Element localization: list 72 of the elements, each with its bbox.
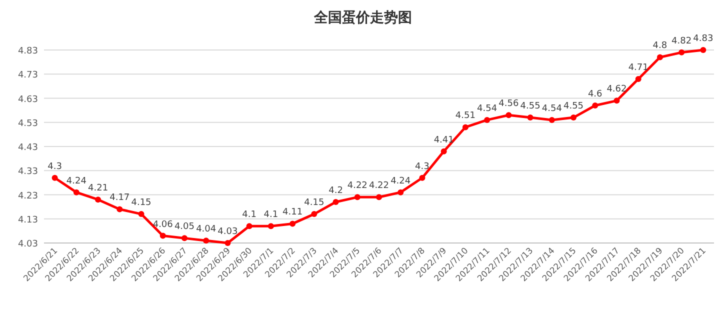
point	[268, 223, 274, 230]
point	[311, 211, 318, 218]
point	[398, 189, 404, 196]
data-label: 4.11	[282, 208, 303, 218]
point	[548, 116, 555, 123]
point	[73, 189, 80, 196]
data-label: 4.1	[242, 210, 256, 220]
point	[332, 198, 339, 205]
point	[592, 102, 598, 108]
data-label: 4.04	[196, 224, 216, 235]
point	[290, 220, 296, 227]
data-label: 4.3	[48, 162, 62, 172]
data-label: 4.15	[304, 198, 324, 208]
point	[700, 47, 706, 53]
data-label: 4.71	[628, 62, 648, 73]
y-tick-label: 4.33	[18, 167, 38, 178]
data-label: 4.24	[390, 176, 411, 186]
data-label: 4.05	[174, 222, 195, 232]
data-label: 4.21	[88, 184, 108, 194]
data-label: 4.55	[563, 102, 584, 112]
point	[224, 240, 231, 246]
y-tick-label: 4.83	[18, 46, 38, 56]
data-label: 4.55	[520, 102, 540, 112]
data-label: 4.24	[66, 176, 87, 186]
data-label: 4.51	[455, 111, 476, 122]
point	[419, 174, 426, 181]
point	[181, 235, 188, 242]
point	[203, 238, 210, 244]
data-label: 4.54	[542, 104, 562, 114]
data-label: 4.3	[415, 162, 430, 172]
point	[635, 76, 642, 82]
point	[95, 196, 102, 203]
point	[354, 194, 360, 200]
y-tick-label: 4.43	[18, 143, 38, 153]
data-label: 4.22	[368, 181, 390, 192]
point	[462, 124, 468, 130]
data-label: 4.8	[652, 41, 668, 52]
data-label: 4.62	[606, 84, 627, 95]
point	[160, 232, 166, 239]
data-label: 4.22	[347, 181, 368, 192]
point	[527, 114, 534, 121]
data-label: 4.82	[672, 36, 692, 46]
point	[614, 98, 620, 104]
point	[506, 112, 512, 118]
data-label: 4.56	[498, 99, 519, 110]
point	[570, 114, 577, 121]
point	[376, 194, 382, 200]
y-tick-label: 4.23	[18, 191, 38, 202]
y-tick-label: 4.63	[18, 94, 38, 105]
data-label: 4.41	[434, 135, 454, 146]
data-label: 4.1	[264, 210, 278, 220]
point	[116, 206, 123, 212]
point	[138, 211, 144, 218]
data-label: 4.83	[693, 34, 714, 44]
point	[440, 148, 447, 154]
y-tick-label: 4.73	[18, 70, 38, 81]
point	[246, 223, 252, 230]
data-label: 4.2	[328, 186, 343, 196]
data-label: 4.6	[588, 89, 603, 100]
point	[52, 174, 58, 181]
data-label: 4.54	[477, 104, 498, 114]
y-tick-label: 4.53	[18, 118, 38, 129]
data-label: 4.06	[152, 220, 174, 230]
chart-title: 全国蛋价走势图	[313, 10, 412, 26]
point	[484, 116, 490, 123]
data-label: 4.03	[218, 227, 238, 237]
point	[678, 49, 685, 56]
data-label: 4.15	[131, 198, 152, 208]
data-label: 4.17	[110, 193, 130, 204]
point	[656, 54, 663, 60]
y-tick-label: 4.03	[18, 240, 38, 250]
y-tick-label: 4.13	[18, 215, 38, 226]
